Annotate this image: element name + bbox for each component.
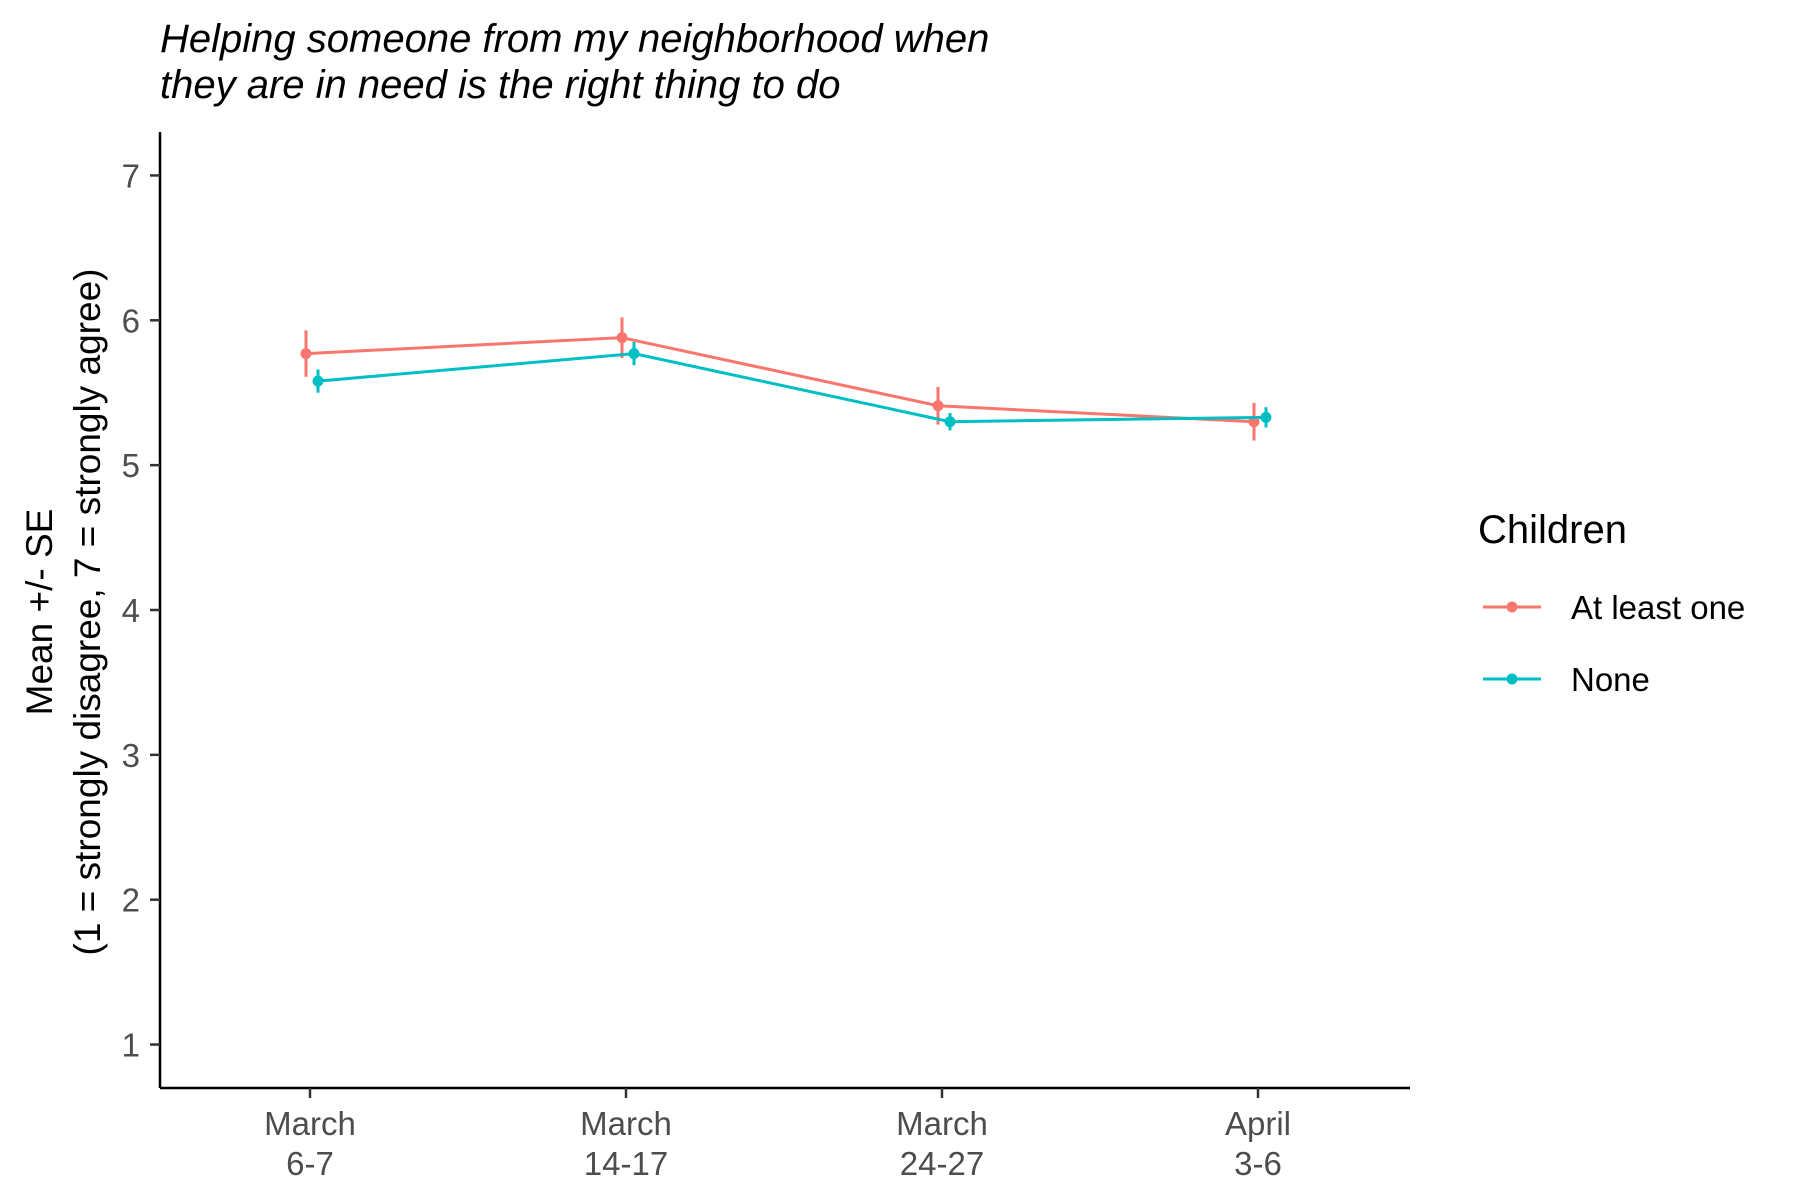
legend-title: Children — [1478, 508, 1627, 552]
series-line — [317, 352, 1267, 424]
y-tick-label: 6 — [122, 302, 140, 339]
legend-item: None — [1483, 661, 1650, 698]
x-tick-label: April — [1225, 1105, 1291, 1142]
y-tick-label: 1 — [122, 1027, 140, 1064]
x-tick-label: March — [580, 1105, 672, 1142]
x-tick-label: March — [896, 1105, 988, 1142]
legend: Children At least one None — [1478, 508, 1745, 698]
x-tick-label: 14-17 — [584, 1145, 668, 1182]
legend-key-point — [1506, 673, 1518, 685]
x-tick-label: 6-7 — [286, 1145, 334, 1182]
chart-title-line-2: they are in need is the right thing to d… — [160, 63, 840, 107]
data-point — [312, 375, 324, 387]
x-tick-label: 24-27 — [900, 1145, 984, 1182]
chart-title-line-1: Helping someone from my neighborhood whe… — [160, 17, 989, 61]
x-tick-label: 3-6 — [1234, 1145, 1282, 1182]
data-point — [932, 400, 944, 412]
x-tick-label: March — [264, 1105, 356, 1142]
series-at-least-one — [300, 317, 1260, 441]
data-point — [944, 416, 956, 428]
y-ticks: 1 2 3 4 5 6 7 — [122, 157, 160, 1064]
data-point — [300, 348, 312, 360]
y-axis-title: Mean +/- SE (1 = strongly disagree, 7 = … — [19, 269, 108, 956]
legend-label: None — [1571, 661, 1650, 698]
series-none — [312, 342, 1272, 431]
legend-item: At least one — [1483, 589, 1745, 626]
y-tick-label: 5 — [122, 447, 140, 484]
legend-key-point — [1506, 601, 1518, 613]
axes — [158, 132, 1410, 1090]
y-tick-label: 2 — [122, 882, 140, 919]
chart-title: Helping someone from my neighborhood whe… — [160, 17, 989, 107]
y-tick-label: 3 — [122, 737, 140, 774]
y-axis-title-line-2: (1 = strongly disagree, 7 = strongly agr… — [67, 269, 108, 956]
y-tick-label: 4 — [122, 592, 140, 629]
data-point — [616, 332, 628, 344]
y-axis-title-line-1: Mean +/- SE — [19, 509, 60, 716]
series-layer — [300, 317, 1272, 441]
legend-items: At least one None — [1483, 589, 1745, 698]
series-line — [305, 336, 1255, 424]
legend-label: At least one — [1571, 589, 1745, 626]
data-point — [1260, 411, 1272, 423]
y-tick-label: 7 — [122, 157, 140, 194]
data-point — [628, 348, 640, 360]
